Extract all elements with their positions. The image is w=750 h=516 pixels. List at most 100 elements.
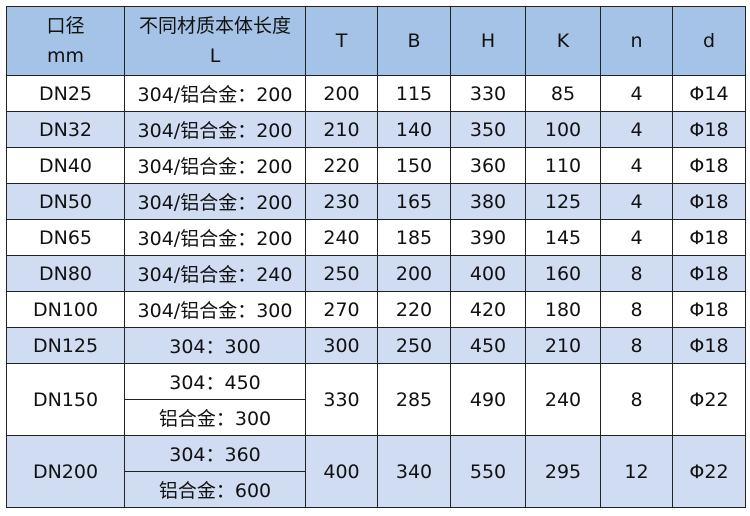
cell-B: 150 <box>377 147 451 184</box>
cell-K: 100 <box>525 111 601 148</box>
cell-d: Φ18 <box>672 255 746 292</box>
cell-T: 210 <box>305 111 378 148</box>
cell-n: 4 <box>600 219 673 256</box>
cell-H: 360 <box>450 147 526 184</box>
cell-K: 210 <box>525 327 601 364</box>
cell-T: 400 <box>305 435 378 508</box>
table-row: DN100 304/铝合金：300 270 220 420 180 8 Φ18 <box>6 291 746 328</box>
cell-H: 450 <box>450 327 526 364</box>
cell-diameter: DN150 <box>6 363 125 436</box>
cell-K: 295 <box>525 435 601 508</box>
cell-B: 140 <box>377 111 451 148</box>
cell-n: 4 <box>600 147 673 184</box>
cell-diameter: DN50 <box>6 183 125 220</box>
cell-d: Φ18 <box>672 183 746 220</box>
header-diameter: 口径 mm <box>6 6 125 76</box>
cell-length: 304：300 <box>124 327 306 364</box>
cell-d: Φ22 <box>672 435 746 508</box>
cell-d: Φ18 <box>672 327 746 364</box>
table-row: DN65 304/铝合金：200 240 185 390 145 4 Φ18 <box>6 219 746 256</box>
cell-K: 160 <box>525 255 601 292</box>
cell-length: 304/铝合金：200 <box>124 111 306 148</box>
cell-n: 4 <box>600 75 673 112</box>
header-K: K <box>525 6 601 76</box>
cell-n: 4 <box>600 111 673 148</box>
cell-d: Φ18 <box>672 111 746 148</box>
header-length: 不同材质本体长度 L <box>124 6 306 76</box>
header-length-symbol: L <box>209 45 221 67</box>
cell-diameter: DN80 <box>6 255 125 292</box>
cell-d: Φ22 <box>672 363 746 436</box>
cell-K: 125 <box>525 183 601 220</box>
table-row: DN200 304：360 400 340 550 295 12 Φ22 <box>6 435 746 508</box>
cell-T: 240 <box>305 219 378 256</box>
cell-B: 115 <box>377 75 451 112</box>
cell-n: 12 <box>600 435 673 508</box>
cell-K: 85 <box>525 75 601 112</box>
header-H: H <box>450 6 526 76</box>
cell-H: 400 <box>450 255 526 292</box>
header-diameter-label: 口径 <box>46 15 85 37</box>
cell-T: 300 <box>305 327 378 364</box>
cell-T: 200 <box>305 75 378 112</box>
cell-H: 380 <box>450 183 526 220</box>
cell-length: 304/铝合金：200 <box>124 219 306 256</box>
table-row: 铝合金：300 <box>7 399 746 436</box>
table-row: DN40 304/铝合金：200 220 150 360 110 4 Φ18 <box>6 147 746 184</box>
cell-T: 230 <box>305 183 378 220</box>
header-n: n <box>600 6 673 76</box>
cell-n: 8 <box>600 291 673 328</box>
cell-H: 550 <box>450 435 526 508</box>
cell-length: 304/铝合金：300 <box>124 291 306 328</box>
cell-diameter: DN200 <box>6 435 125 508</box>
cell-B: 185 <box>377 219 451 256</box>
cell-length-304: 304：450 <box>124 363 306 400</box>
cell-diameter: DN40 <box>6 147 125 184</box>
cell-T: 270 <box>305 291 378 328</box>
cell-K: 240 <box>525 363 601 436</box>
cell-B: 220 <box>377 291 451 328</box>
table-row: 铝合金：600 <box>7 471 746 508</box>
spec-table: 口径 mm 不同材质本体长度 L T B H K n d DN25 304/铝合金：2… <box>6 6 746 508</box>
cell-B: 340 <box>377 435 451 508</box>
header-diameter-unit: mm <box>46 45 85 67</box>
cell-H: 420 <box>450 291 526 328</box>
cell-n: 8 <box>600 327 673 364</box>
cell-diameter: DN100 <box>6 291 125 328</box>
cell-d: Φ14 <box>672 75 746 112</box>
cell-length: 304/铝合金：200 <box>124 75 306 112</box>
header-row: 口径 mm 不同材质本体长度 L T B H K n d <box>6 6 746 76</box>
cell-T: 330 <box>305 363 378 436</box>
header-B: B <box>377 6 451 76</box>
cell-length-304: 304：360 <box>124 435 306 472</box>
cell-length-alloy: 铝合金：600 <box>124 471 306 508</box>
cell-B: 200 <box>377 255 451 292</box>
cell-diameter: DN25 <box>6 75 125 112</box>
cell-length: 304/铝合金：200 <box>124 183 306 220</box>
cell-d: Φ18 <box>672 291 746 328</box>
header-T: T <box>305 6 378 76</box>
cell-H: 490 <box>450 363 526 436</box>
table-row: DN150 304：450 330 285 490 240 8 Φ22 <box>6 363 746 436</box>
cell-d: Φ18 <box>672 219 746 256</box>
header-d: d <box>672 6 746 76</box>
table-row: DN32 304/铝合金：200 210 140 350 100 4 Φ18 <box>6 111 746 148</box>
cell-H: 330 <box>450 75 526 112</box>
cell-K: 110 <box>525 147 601 184</box>
cell-length-alloy: 铝合金：300 <box>124 399 306 436</box>
table-row: DN125 304：300 300 250 450 210 8 Φ18 <box>6 327 746 364</box>
cell-length: 304/铝合金：240 <box>124 255 306 292</box>
cell-d: Φ18 <box>672 147 746 184</box>
cell-B: 285 <box>377 363 451 436</box>
cell-diameter: DN125 <box>6 327 125 364</box>
cell-n: 8 <box>600 363 673 436</box>
cell-B: 165 <box>377 183 451 220</box>
cell-H: 350 <box>450 111 526 148</box>
cell-n: 4 <box>600 183 673 220</box>
table-row: DN50 304/铝合金：200 230 165 380 125 4 Φ18 <box>6 183 746 220</box>
header-length-label: 不同材质本体长度 <box>138 15 291 37</box>
cell-B: 250 <box>377 327 451 364</box>
cell-T: 220 <box>305 147 378 184</box>
cell-diameter: DN32 <box>6 111 125 148</box>
cell-length: 304/铝合金：200 <box>124 147 306 184</box>
